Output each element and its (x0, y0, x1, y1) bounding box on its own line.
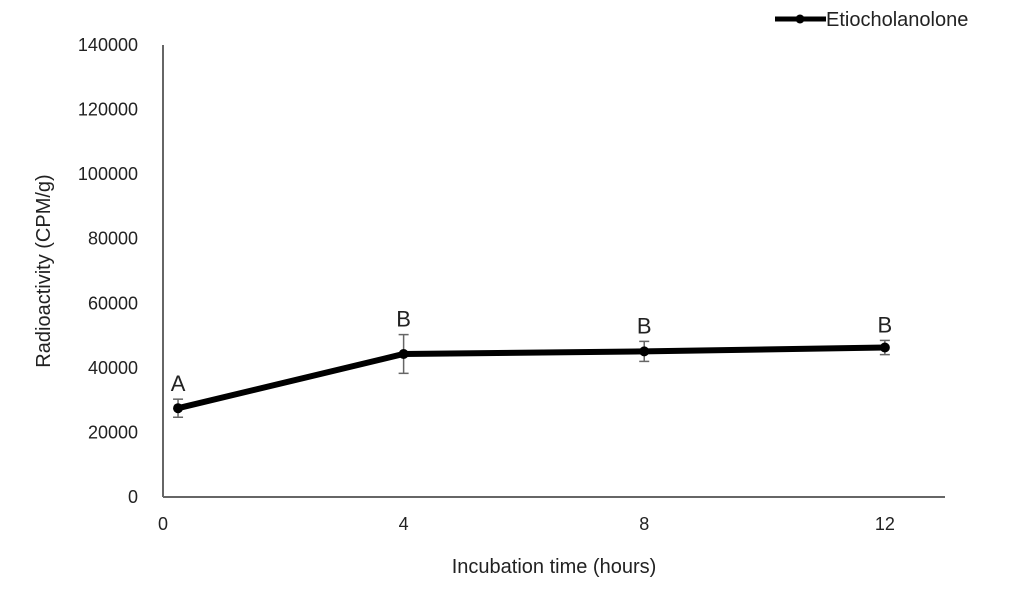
data-point (173, 403, 184, 414)
y-axis-label: Radioactivity (CPM/g) (33, 174, 55, 367)
legend: Etiocholanolone (775, 9, 968, 31)
y-tick-label: 40000 (88, 358, 138, 378)
data-point (639, 346, 650, 357)
significance-label: B (396, 307, 411, 332)
x-tick-label: 0 (158, 514, 168, 534)
x-axis-label: Incubation time (hours) (452, 556, 657, 578)
x-tick-label: 8 (639, 514, 649, 534)
y-tick-label: 80000 (88, 229, 138, 249)
x-tick-label: 12 (875, 514, 895, 534)
y-tick-label: 60000 (88, 293, 138, 313)
data-point (879, 342, 890, 353)
legend-marker (795, 14, 805, 24)
series-marks: A B B B (171, 307, 893, 419)
x-tick-label: 4 (399, 514, 409, 534)
significance-label: A (171, 371, 186, 396)
legend-label: Etiocholanolone (826, 9, 968, 31)
significance-label: B (637, 313, 652, 338)
y-tick-label: 20000 (88, 422, 138, 442)
y-tick-label: 120000 (78, 100, 138, 120)
axes: 0 4 8 12 0 20000 40000 60000 80000 100000 120000 14… (78, 35, 945, 534)
data-point (398, 348, 409, 359)
y-tick-label: 140000 (78, 35, 138, 55)
y-tick-label: 100000 (78, 164, 138, 184)
y-tick-label: 0 (128, 487, 138, 507)
significance-label: B (878, 312, 893, 337)
series-line (177, 344, 885, 412)
